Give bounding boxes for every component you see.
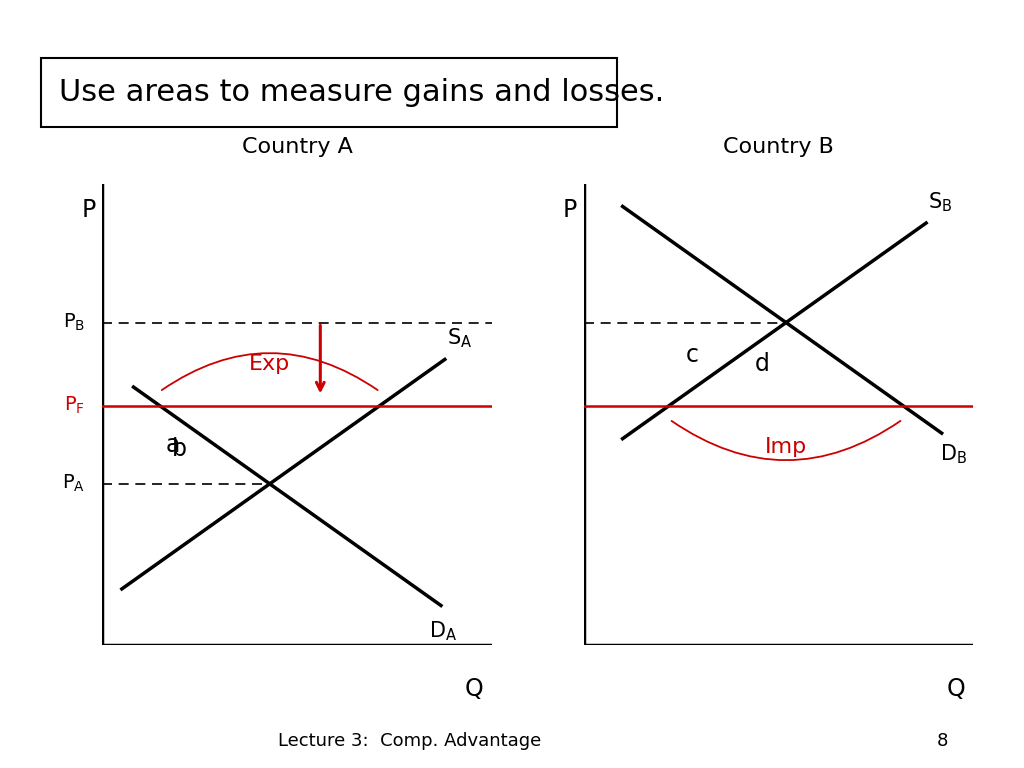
Text: Q: Q <box>946 677 965 701</box>
Text: $\mathregular{D_A}$: $\mathregular{D_A}$ <box>429 619 457 643</box>
Text: a: a <box>165 432 179 457</box>
Text: Imp: Imp <box>765 437 807 457</box>
Text: $\mathregular{S_A}$: $\mathregular{S_A}$ <box>446 326 472 350</box>
Text: b: b <box>171 437 186 462</box>
Text: c: c <box>686 343 699 367</box>
Text: 8: 8 <box>936 732 948 750</box>
Text: $\mathregular{P_B}$: $\mathregular{P_B}$ <box>62 312 85 333</box>
Text: Q: Q <box>465 677 483 701</box>
Text: $\mathregular{P_A}$: $\mathregular{P_A}$ <box>61 473 85 495</box>
Text: $\mathregular{P_F}$: $\mathregular{P_F}$ <box>63 395 85 416</box>
Text: Lecture 3:  Comp. Advantage: Lecture 3: Comp. Advantage <box>278 732 542 750</box>
Text: P: P <box>82 198 96 222</box>
Text: Country B: Country B <box>723 137 834 157</box>
Text: Exp: Exp <box>249 354 291 374</box>
Text: d: d <box>756 352 770 376</box>
Text: $\mathregular{S_B}$: $\mathregular{S_B}$ <box>928 190 952 214</box>
Text: $\mathregular{D_B}$: $\mathregular{D_B}$ <box>940 442 967 466</box>
Text: Use areas to measure gains and losses.: Use areas to measure gains and losses. <box>58 78 664 107</box>
Text: Country A: Country A <box>242 137 352 157</box>
Text: P: P <box>563 198 578 222</box>
